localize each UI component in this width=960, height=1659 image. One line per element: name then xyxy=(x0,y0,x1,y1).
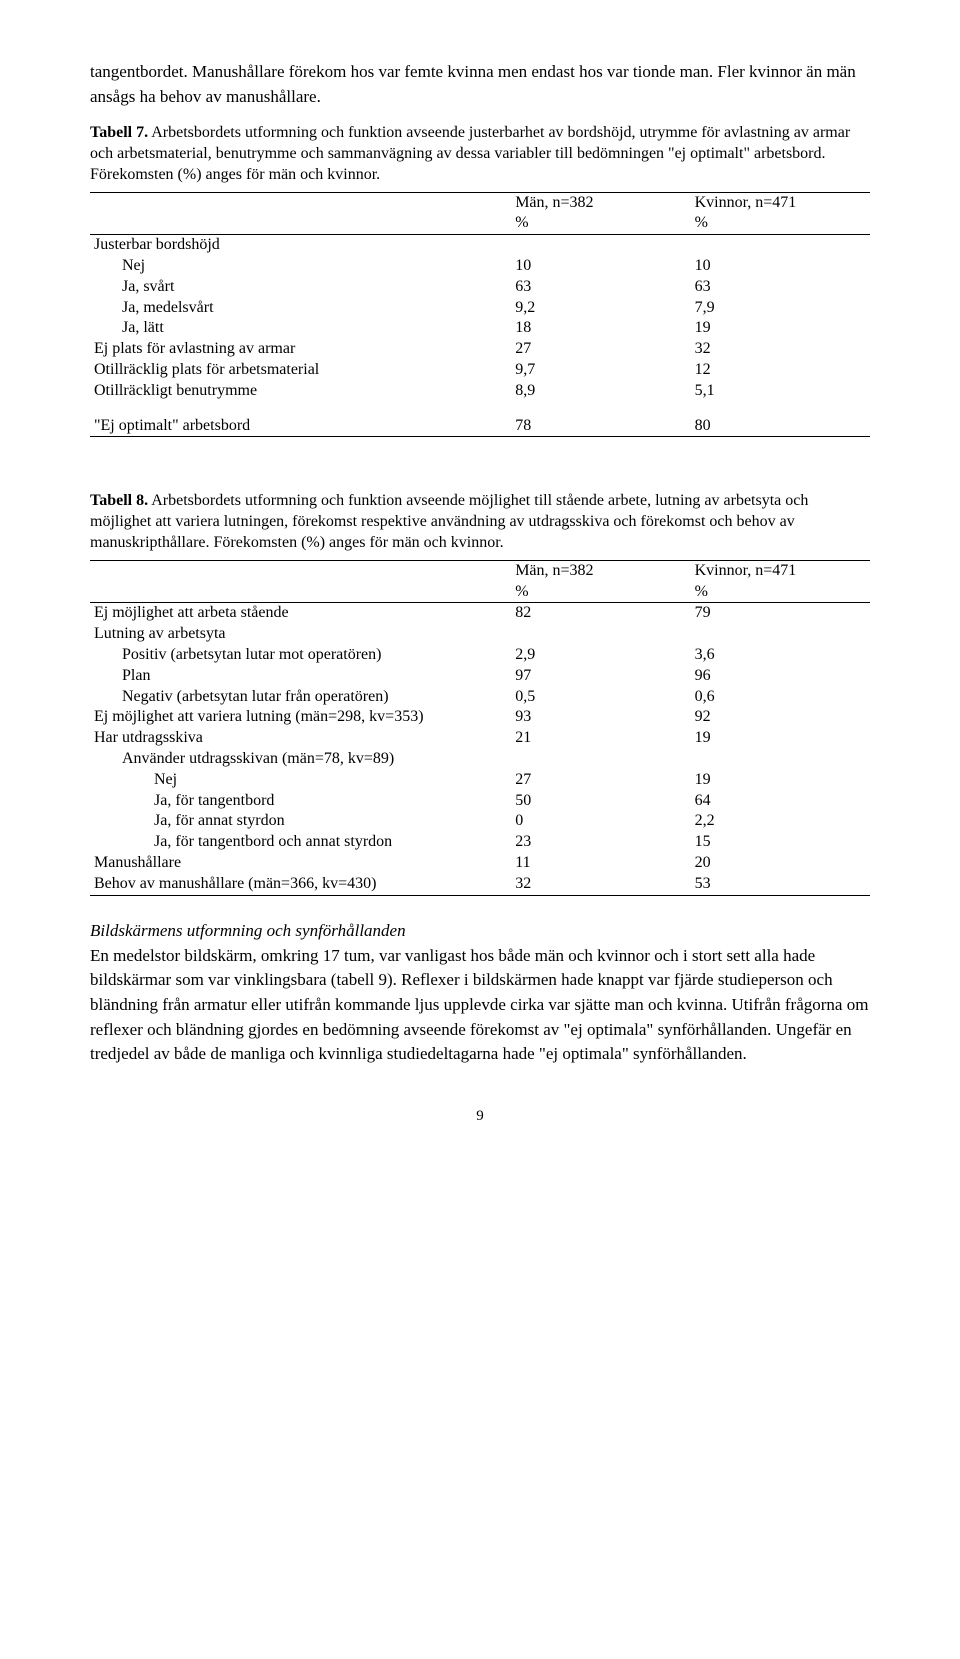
t7-nej-w: 10 xyxy=(691,256,870,277)
body-paragraph: En medelstor bildskärm, omkring 17 tum, … xyxy=(90,944,870,1067)
t7-nej: Nej xyxy=(90,256,511,277)
t8-tb-w: 64 xyxy=(691,791,870,812)
section-heading: Bildskärmens utformning och synförhållan… xyxy=(90,920,870,942)
t8-head-men: Män, n=382 xyxy=(511,561,690,582)
t8-utd-w: 19 xyxy=(691,728,870,749)
t8-utd: Har utdragsskiva xyxy=(90,728,511,749)
t8-var: Ej möjlighet att variera lutning (män=29… xyxy=(90,707,511,728)
t8-as-w: 2,2 xyxy=(691,811,870,832)
intro-paragraph: tangentbordet. Manushållare förekom hos … xyxy=(90,60,870,109)
t8-sta-w: 79 xyxy=(691,603,870,624)
t7-nej-m: 10 xyxy=(511,256,690,277)
tabell7-caption: Tabell 7. Arbetsbordets utformning och f… xyxy=(90,123,870,185)
t8-var-m: 93 xyxy=(511,707,690,728)
t8-tbas: Ja, för tangentbord och annat styrdon xyxy=(90,832,511,853)
t8-as-m: 0 xyxy=(511,811,690,832)
t8-sta: Ej möjlighet att arbeta stående xyxy=(90,603,511,624)
t7-ben-m: 8,9 xyxy=(511,381,690,402)
t7-mat-w: 12 xyxy=(691,360,870,381)
t8-var-w: 92 xyxy=(691,707,870,728)
t7-mat-m: 9,7 xyxy=(511,360,690,381)
t8-plan-w: 96 xyxy=(691,666,870,687)
t8-pos: Positiv (arbetsytan lutar mot operatören… xyxy=(90,645,511,666)
t8-plan: Plan xyxy=(90,666,511,687)
t7-latt: Ja, lätt xyxy=(90,318,511,339)
tabell8-caption-text: Arbetsbordets utformning och funktion av… xyxy=(90,492,808,551)
t8-nej-m: 27 xyxy=(511,770,690,791)
t8-head-women: Kvinnor, n=471 xyxy=(691,561,870,582)
t7-svart-w: 63 xyxy=(691,277,870,298)
tabell8-caption: Tabell 8. Arbetsbordets utformning och f… xyxy=(90,491,870,553)
t7-ben-w: 5,1 xyxy=(691,381,870,402)
t8-pos-w: 3,6 xyxy=(691,645,870,666)
t7-opt-w: 80 xyxy=(691,416,870,437)
t8-tb: Ja, för tangentbord xyxy=(90,791,511,812)
t8-tbas-w: 15 xyxy=(691,832,870,853)
t8-nej: Nej xyxy=(90,770,511,791)
t8-plan-m: 97 xyxy=(511,666,690,687)
t7-latt-m: 18 xyxy=(511,318,690,339)
t8-man: Manushållare xyxy=(90,853,511,874)
t8-utd-m: 21 xyxy=(511,728,690,749)
t8-neg-w: 0,6 xyxy=(691,687,870,708)
t8-anv: Använder utdragsskivan (män=78, kv=89) xyxy=(90,749,511,770)
t7-svart: Ja, svårt xyxy=(90,277,511,298)
t7-avl-w: 32 xyxy=(691,339,870,360)
t8-tb-m: 50 xyxy=(511,791,690,812)
t8-beh-w: 53 xyxy=(691,874,870,895)
tabell7-caption-text: Arbetsbordets utformning och funktion av… xyxy=(90,124,850,183)
tabell7-table: Män, n=382 Kvinnor, n=471 % % Justerbar … xyxy=(90,192,870,438)
t7-opt-m: 78 xyxy=(511,416,690,437)
tabell8-table: Män, n=382 Kvinnor, n=471 % % Ej möjligh… xyxy=(90,560,870,896)
tabell8-label: Tabell 8. xyxy=(90,492,148,509)
t8-man-w: 20 xyxy=(691,853,870,874)
t7-jb: Justerbar bordshöjd xyxy=(90,235,511,256)
t8-pct-women: % xyxy=(691,582,870,603)
t7-pct-women: % xyxy=(691,213,870,234)
t8-as: Ja, för annat styrdon xyxy=(90,811,511,832)
t8-neg-m: 0,5 xyxy=(511,687,690,708)
t7-opt: "Ej optimalt" arbetsbord xyxy=(90,416,511,437)
t7-avl: Ej plats för avlastning av armar xyxy=(90,339,511,360)
t7-latt-w: 19 xyxy=(691,318,870,339)
page-number: 9 xyxy=(90,1107,870,1127)
t7-ben: Otillräckligt benutrymme xyxy=(90,381,511,402)
t8-lut: Lutning av arbetsyta xyxy=(90,624,511,645)
t8-nej-w: 19 xyxy=(691,770,870,791)
t7-avl-m: 27 xyxy=(511,339,690,360)
t7-head-women: Kvinnor, n=471 xyxy=(691,193,870,214)
t7-head-men: Män, n=382 xyxy=(511,193,690,214)
t8-man-m: 11 xyxy=(511,853,690,874)
t7-medel: Ja, medelsvårt xyxy=(90,298,511,319)
t8-pct-men: % xyxy=(511,582,690,603)
t8-tbas-m: 23 xyxy=(511,832,690,853)
t8-beh: Behov av manushållare (män=366, kv=430) xyxy=(90,874,511,895)
t7-medel-m: 9,2 xyxy=(511,298,690,319)
t7-mat: Otillräcklig plats för arbetsmaterial xyxy=(90,360,511,381)
t8-sta-m: 82 xyxy=(511,603,690,624)
t7-medel-w: 7,9 xyxy=(691,298,870,319)
t8-pos-m: 2,9 xyxy=(511,645,690,666)
t7-pct-men: % xyxy=(511,213,690,234)
t8-beh-m: 32 xyxy=(511,874,690,895)
t8-neg: Negativ (arbetsytan lutar från operatöre… xyxy=(90,687,511,708)
t7-svart-m: 63 xyxy=(511,277,690,298)
tabell7-label: Tabell 7. xyxy=(90,124,148,141)
